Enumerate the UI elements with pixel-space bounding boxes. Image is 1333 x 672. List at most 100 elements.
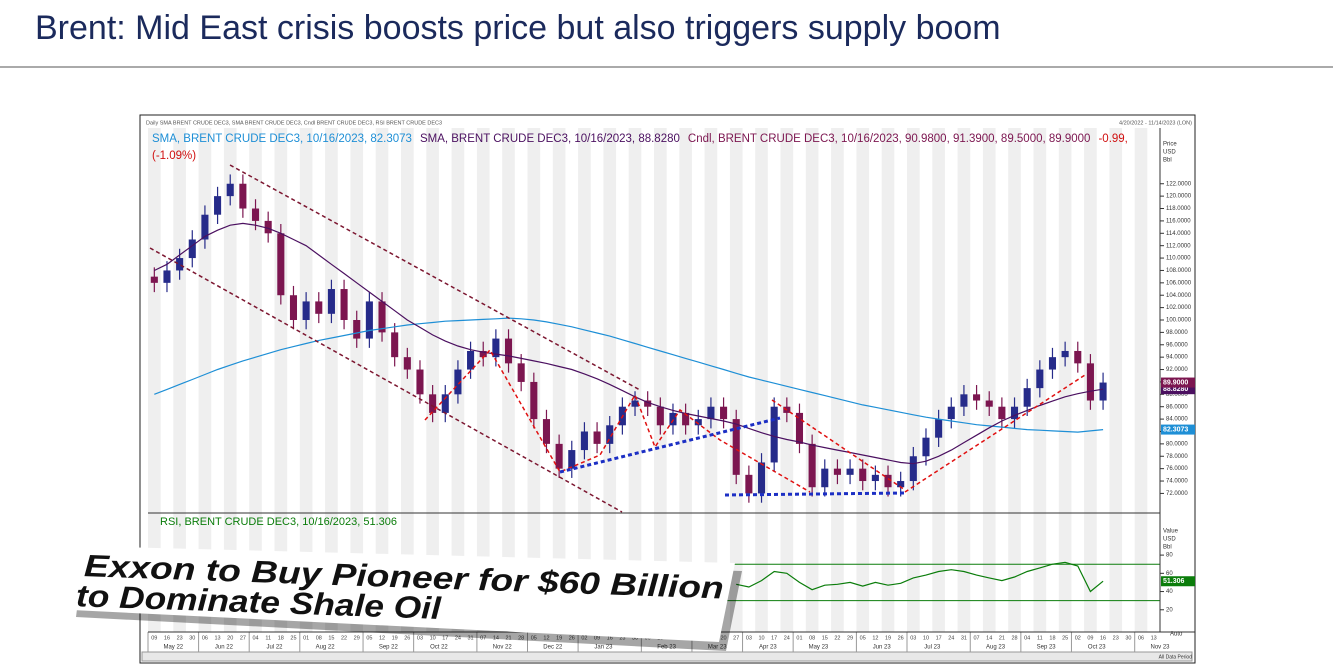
candle-body xyxy=(163,270,171,283)
axis-unit: USD xyxy=(1163,537,1176,543)
candle-body xyxy=(150,276,158,283)
grid-stripe xyxy=(805,128,819,632)
grid-stripe xyxy=(957,128,971,632)
candle-body xyxy=(859,468,867,482)
x-day-label: 30 xyxy=(1125,635,1131,641)
x-month-label: Jul 23 xyxy=(924,645,941,651)
x-month-label: Mar 23 xyxy=(708,645,727,651)
y-tick-label: 80.0000 xyxy=(1166,441,1188,447)
candle-body xyxy=(998,406,1006,420)
x-day-label: 14 xyxy=(986,635,992,641)
candle-body xyxy=(694,419,702,426)
x-day-label: 29 xyxy=(847,635,853,641)
x-day-label: 11 xyxy=(265,635,271,641)
candle-body xyxy=(1061,350,1069,358)
x-month-label: Aug 22 xyxy=(316,645,336,651)
grid-stripe xyxy=(578,128,591,632)
x-day-label: 13 xyxy=(1151,635,1157,641)
x-day-label: 15 xyxy=(328,635,334,641)
x-day-label: 28 xyxy=(518,635,524,641)
candle-body xyxy=(289,295,298,320)
candle-body xyxy=(1036,369,1044,389)
grid-stripe xyxy=(831,128,844,632)
x-day-label: 12 xyxy=(872,635,878,641)
x-month-label: Nov 23 xyxy=(1150,645,1170,651)
candle-body xyxy=(821,468,829,488)
x-day-label: 26 xyxy=(569,635,575,641)
x-day-label: 11 xyxy=(1037,635,1043,641)
y-tick-label: 94.0000 xyxy=(1166,355,1188,361)
candle-body xyxy=(568,450,576,469)
candle-body xyxy=(669,412,677,426)
y-tick-label: 108.0000 xyxy=(1166,268,1192,274)
x-day-label: 03 xyxy=(746,635,752,641)
x-day-label: 03 xyxy=(417,635,423,641)
x-day-label: 23 xyxy=(1113,635,1119,641)
x-day-label: 15 xyxy=(822,635,828,641)
candle-body xyxy=(251,208,260,221)
axis-unit: Bbl xyxy=(1163,158,1172,164)
channel-upper xyxy=(229,164,641,391)
y-tick-label: 86.0000 xyxy=(1166,404,1188,410)
x-month-label: May 22 xyxy=(163,645,183,651)
candle-body xyxy=(833,468,841,475)
x-day-label: 27 xyxy=(240,635,246,641)
last-value-label: 82.3073 xyxy=(1163,426,1188,433)
y-tick-label: 96.0000 xyxy=(1166,342,1188,348)
candle-body xyxy=(340,289,348,320)
series-line xyxy=(154,222,1104,465)
x-month-label: Feb 23 xyxy=(657,645,676,651)
candle-body xyxy=(429,394,437,413)
x-day-label: 06 xyxy=(202,635,208,641)
candle-body xyxy=(795,412,804,444)
y-tick-label: 122.0000 xyxy=(1166,181,1192,187)
x-day-label: 21 xyxy=(999,635,1005,641)
x-day-label: 12 xyxy=(543,635,549,641)
y-tick-label: 120.0000 xyxy=(1166,194,1192,200)
x-day-label: 19 xyxy=(885,635,891,641)
x-day-label: 02 xyxy=(581,635,587,641)
x-day-label: 17 xyxy=(936,635,942,641)
grid-stripe xyxy=(299,128,313,632)
candle-body xyxy=(985,400,993,407)
grid-stripe xyxy=(350,128,364,632)
grid-stripe xyxy=(1058,128,1072,632)
grid-stripe xyxy=(907,128,920,632)
candle-body xyxy=(808,443,816,488)
chart-header: Daily SMA BRENT CRUDE DEC3, SMA BRENT CR… xyxy=(146,120,442,126)
scale-mode: Auto xyxy=(1170,632,1183,638)
x-month-label: Dec 22 xyxy=(543,645,563,651)
last-value-box xyxy=(1161,377,1195,388)
candle-body xyxy=(201,214,209,240)
x-month-label: Jul 22 xyxy=(266,645,283,651)
candle-body xyxy=(239,183,247,209)
candle-body xyxy=(530,381,538,420)
grid-stripe xyxy=(1109,128,1123,632)
scrollbar[interactable] xyxy=(141,651,1193,662)
candle-body xyxy=(960,394,968,407)
grid-stripe xyxy=(856,128,870,632)
y-tick-label: 92.0000 xyxy=(1166,367,1188,373)
last-value-label: 89.9000 xyxy=(1163,379,1188,386)
x-day-label: 25 xyxy=(290,635,296,641)
axis-unit: Bbl xyxy=(1163,545,1172,551)
x-day-label: 05 xyxy=(860,635,866,641)
x-day-label: 18 xyxy=(278,635,284,641)
candle-body xyxy=(593,431,601,444)
candle-body xyxy=(378,301,386,333)
x-day-label: 25 xyxy=(1062,635,1068,641)
x-day-label: 19 xyxy=(392,635,398,641)
x-month-label: Oct 23 xyxy=(1088,645,1106,651)
candle-body xyxy=(935,419,943,438)
candle-body xyxy=(454,369,462,395)
legend-entry: SMA, BRENT CRUDE DEC3, 10/16/2023, 82.30… xyxy=(152,133,412,145)
last-value-label: 51.306 xyxy=(1163,578,1185,585)
candle-body xyxy=(365,301,373,339)
candle-body xyxy=(682,412,690,426)
grid-stripe xyxy=(679,128,692,632)
y-tick-label: 104.0000 xyxy=(1166,293,1192,299)
candle-body xyxy=(1086,363,1094,401)
candle-body xyxy=(504,338,513,364)
change-label: -0.99, (-1.09%) xyxy=(152,133,1128,162)
legend-entry: SMA, BRENT CRUDE DEC3, 10/16/2023, 88.82… xyxy=(419,133,680,145)
